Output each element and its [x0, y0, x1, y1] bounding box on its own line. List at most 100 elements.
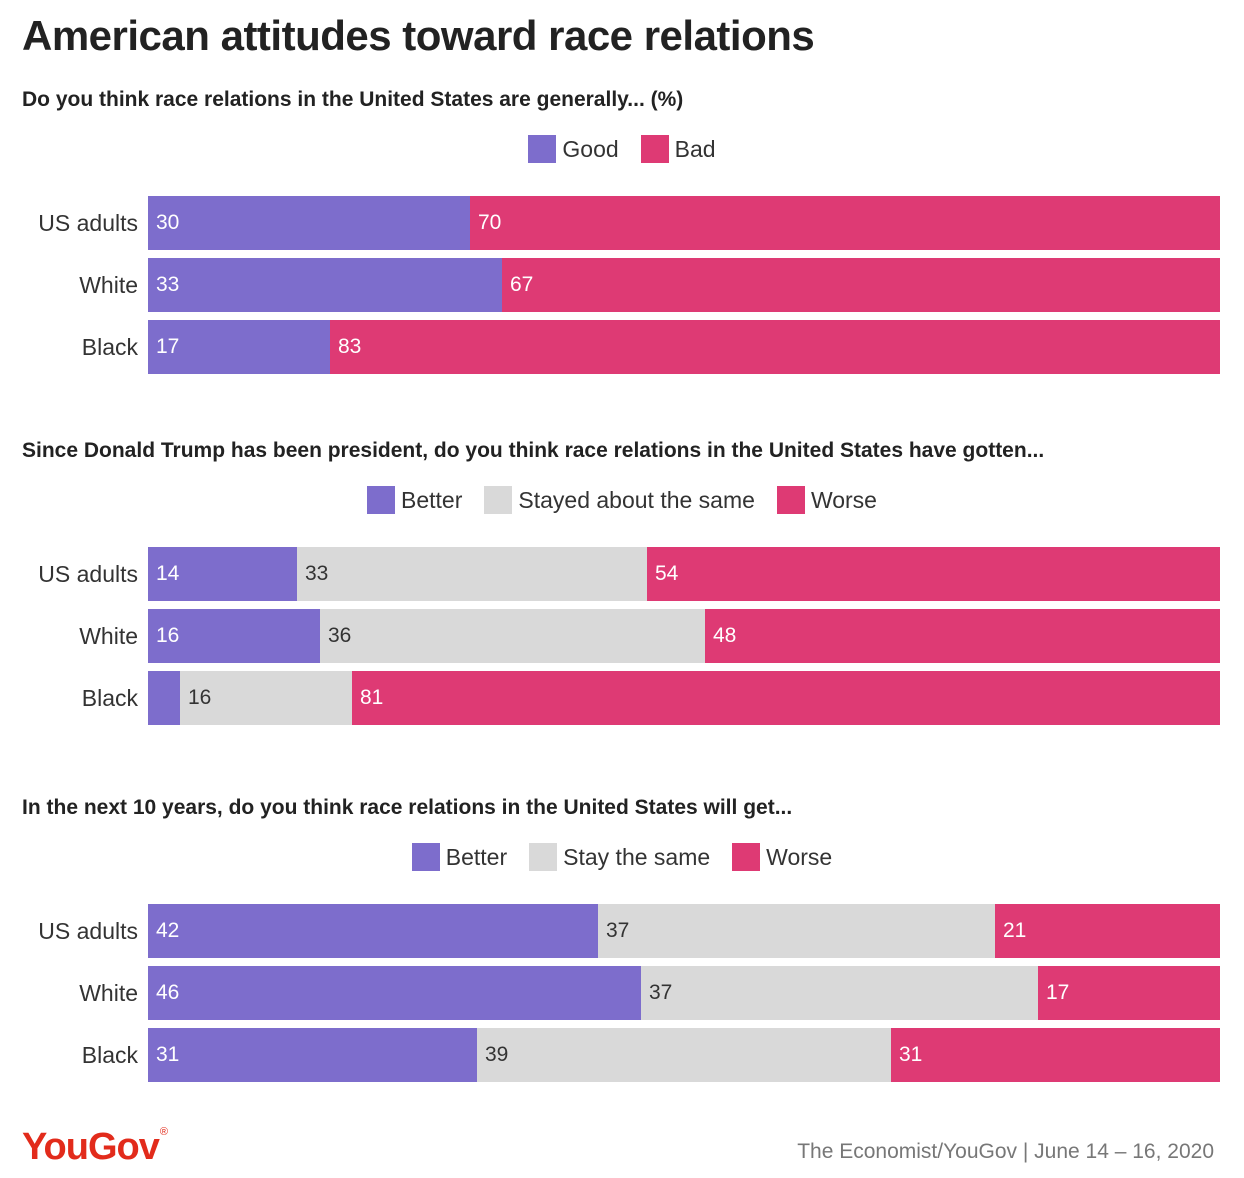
legend-item-better: Better	[411, 843, 507, 871]
bar-track: 42 37 21	[148, 904, 1220, 958]
bar-track: 16 81	[148, 671, 1220, 725]
data-label: 46	[156, 981, 180, 1004]
data-label: 16	[156, 624, 180, 647]
bar-segment-worse: 21	[995, 904, 1220, 958]
bar-row-us-adults: US adults 30 70	[0, 196, 1244, 250]
bar-segment-better: 46	[148, 966, 641, 1020]
bar-segment-worse: 31	[891, 1028, 1220, 1082]
data-label: 37	[606, 919, 630, 942]
data-label: 17	[1046, 981, 1070, 1004]
legend-label: Worse	[810, 486, 877, 513]
category-label: US adults	[38, 918, 138, 944]
legend-label: Good	[562, 135, 619, 162]
data-label: 17	[156, 335, 180, 358]
data-label: 48	[713, 624, 737, 647]
category-label: US adults	[38, 561, 138, 587]
bar-segment-stayed-about-the-same: 36	[320, 609, 705, 663]
chart-legend: Better Stay the same Worse	[0, 842, 1244, 872]
bar-segment-stayed-about-the-same: 33	[297, 547, 647, 601]
bar-segment-better: 42	[148, 904, 598, 958]
bar-track: 14 33 54	[148, 547, 1220, 601]
legend-label: Bad	[674, 135, 716, 162]
data-label: 39	[485, 1043, 509, 1066]
data-label: 36	[328, 624, 352, 647]
legend-label: Worse	[766, 843, 833, 870]
data-label: 33	[156, 273, 180, 296]
bar-segment-better: 16	[148, 609, 320, 663]
bar-segment-better: 31	[148, 1028, 477, 1082]
bar-track: 16 36 48	[148, 609, 1220, 663]
legend-label: Better	[401, 486, 463, 513]
bar-segment-worse: 17	[1038, 966, 1220, 1020]
category-label: Black	[81, 1042, 138, 1068]
data-label: 54	[655, 562, 679, 585]
bar-row-white: White 16 36 48	[0, 609, 1244, 663]
data-label: 81	[360, 686, 384, 709]
bar-row-black: Black 17 83	[0, 320, 1244, 374]
bar-row-black: Black 31 39 31	[0, 1028, 1244, 1082]
legend-swatch	[484, 486, 513, 514]
bar-track: 46 37 17	[148, 966, 1220, 1020]
source-note: The Economist/YouGov | June 14 – 16, 202…	[797, 1140, 1214, 1163]
bar-row-us-adults: US adults 42 37 21	[0, 904, 1244, 958]
bar-segment-stay-the-same: 39	[477, 1028, 891, 1082]
legend-item-bad: Bad	[640, 135, 716, 163]
legend-swatch	[411, 843, 440, 871]
bar-segment-better	[148, 671, 180, 725]
bar-segment-good: 17	[148, 320, 330, 374]
legend-item-stay-the-same: Stay the same	[529, 843, 710, 871]
bar-track: 31 39 31	[148, 1028, 1220, 1082]
legend-item-worse: Worse	[776, 486, 877, 514]
bar-segment-bad: 70	[470, 196, 1220, 250]
bar-track: 33 67	[148, 258, 1220, 312]
chart-question: Since Donald Trump has been president, d…	[22, 439, 1045, 462]
category-label: White	[79, 980, 138, 1006]
bar-track: 30 70	[148, 196, 1220, 250]
category-label: Black	[81, 685, 138, 711]
legend-swatch	[529, 843, 558, 871]
data-label: 33	[305, 562, 329, 585]
data-label: 83	[338, 335, 362, 358]
bar-segment-good: 30	[148, 196, 470, 250]
logo-text: YouGov	[22, 1126, 160, 1168]
bar-segment-better: 14	[148, 547, 297, 601]
data-label: 14	[156, 562, 180, 585]
bar-segment-good: 33	[148, 258, 502, 312]
legend-item-worse: Worse	[732, 843, 832, 871]
chart-title: American attitudes toward race relations	[22, 12, 815, 59]
bar-segment-worse: 81	[352, 671, 1220, 725]
registered-mark: ®	[159, 1126, 168, 1138]
bar-track: 17 83	[148, 320, 1220, 374]
data-label: 31	[899, 1043, 923, 1066]
legend-swatch	[640, 135, 669, 163]
chart-question: In the next 10 years, do you think race …	[22, 796, 793, 819]
data-label: 42	[156, 919, 180, 942]
bar-segment-stayed-about-the-same: 16	[180, 671, 352, 725]
data-label: 16	[188, 686, 212, 709]
data-label: 70	[478, 211, 502, 234]
bar-row-white: White 33 67	[0, 258, 1244, 312]
data-label: 21	[1003, 919, 1027, 942]
category-label: White	[79, 272, 138, 298]
legend-swatch	[776, 486, 805, 514]
bar-row-white: White 46 37 17	[0, 966, 1244, 1020]
legend-label: Stay the same	[563, 843, 711, 870]
bar-segment-stay-the-same: 37	[598, 904, 995, 958]
bar-row-black: Black 16 81	[0, 671, 1244, 725]
data-label: 37	[649, 981, 673, 1004]
bar-segment-bad: 83	[330, 320, 1220, 374]
category-label: White	[79, 623, 138, 649]
chart-legend: Better Stayed about the same Worse	[0, 485, 1244, 515]
legend-item-stayed-about-the-same: Stayed about the same	[484, 486, 755, 514]
legend-item-better: Better	[367, 486, 462, 514]
yougov-logo: YouGov®	[22, 1126, 168, 1169]
data-label: 67	[510, 273, 534, 296]
legend-item-good: Good	[528, 135, 619, 163]
legend-label: Stayed about the same	[518, 486, 755, 513]
bar-segment-stay-the-same: 37	[641, 966, 1038, 1020]
bar-segment-bad: 67	[502, 258, 1220, 312]
data-label: 31	[156, 1043, 180, 1066]
chart-question: Do you think race relations in the Unite…	[22, 88, 684, 111]
legend-swatch	[528, 135, 557, 163]
legend-swatch	[732, 843, 761, 871]
